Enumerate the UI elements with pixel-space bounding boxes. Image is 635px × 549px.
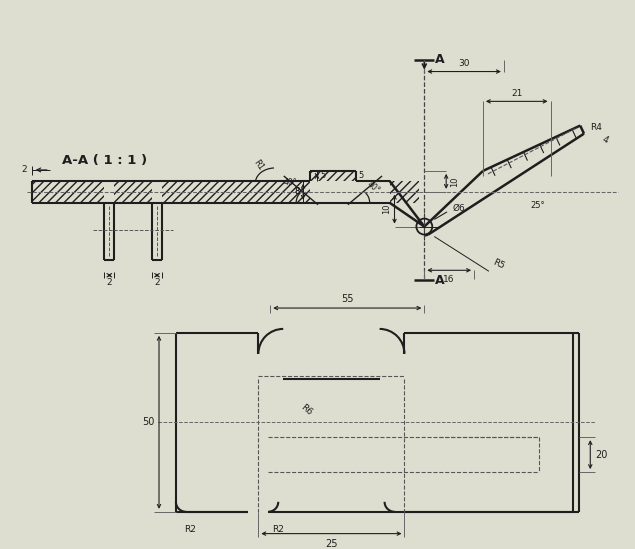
Text: A: A — [436, 53, 445, 66]
Text: 4: 4 — [601, 134, 610, 145]
Text: 20: 20 — [595, 450, 608, 460]
Text: 5: 5 — [358, 171, 363, 181]
Text: R6: R6 — [298, 403, 314, 418]
Text: R4: R4 — [590, 123, 602, 132]
Text: 10: 10 — [382, 204, 391, 215]
Bar — [389, 181, 419, 203]
Bar — [32, 181, 104, 203]
Bar — [114, 181, 152, 203]
Text: 55: 55 — [341, 294, 354, 304]
Text: 10: 10 — [450, 176, 458, 187]
Text: A-A ( 1 : 1 ): A-A ( 1 : 1 ) — [62, 154, 147, 167]
Text: 16: 16 — [443, 274, 455, 284]
Text: R5: R5 — [491, 257, 506, 271]
Bar — [310, 171, 356, 181]
Text: 25°: 25° — [530, 201, 545, 210]
Text: Ø6: Ø6 — [453, 204, 465, 213]
Text: R2: R2 — [272, 525, 284, 534]
Text: R1: R1 — [251, 158, 265, 172]
Text: 50: 50 — [142, 417, 154, 427]
Text: A: A — [436, 274, 445, 287]
Text: 2: 2 — [107, 278, 112, 287]
Text: 2: 2 — [21, 165, 27, 175]
Bar — [271, 181, 310, 203]
Text: 5: 5 — [320, 171, 326, 181]
Bar — [162, 181, 271, 203]
Text: R2: R2 — [184, 525, 196, 534]
Text: 40°: 40° — [283, 178, 297, 187]
Text: 25: 25 — [325, 539, 338, 548]
Text: 8: 8 — [295, 187, 300, 197]
Text: 8: 8 — [295, 187, 300, 197]
Text: 30: 30 — [458, 59, 470, 68]
Text: 2: 2 — [154, 278, 160, 287]
Text: 40°: 40° — [366, 180, 382, 195]
Text: 21: 21 — [511, 89, 523, 98]
